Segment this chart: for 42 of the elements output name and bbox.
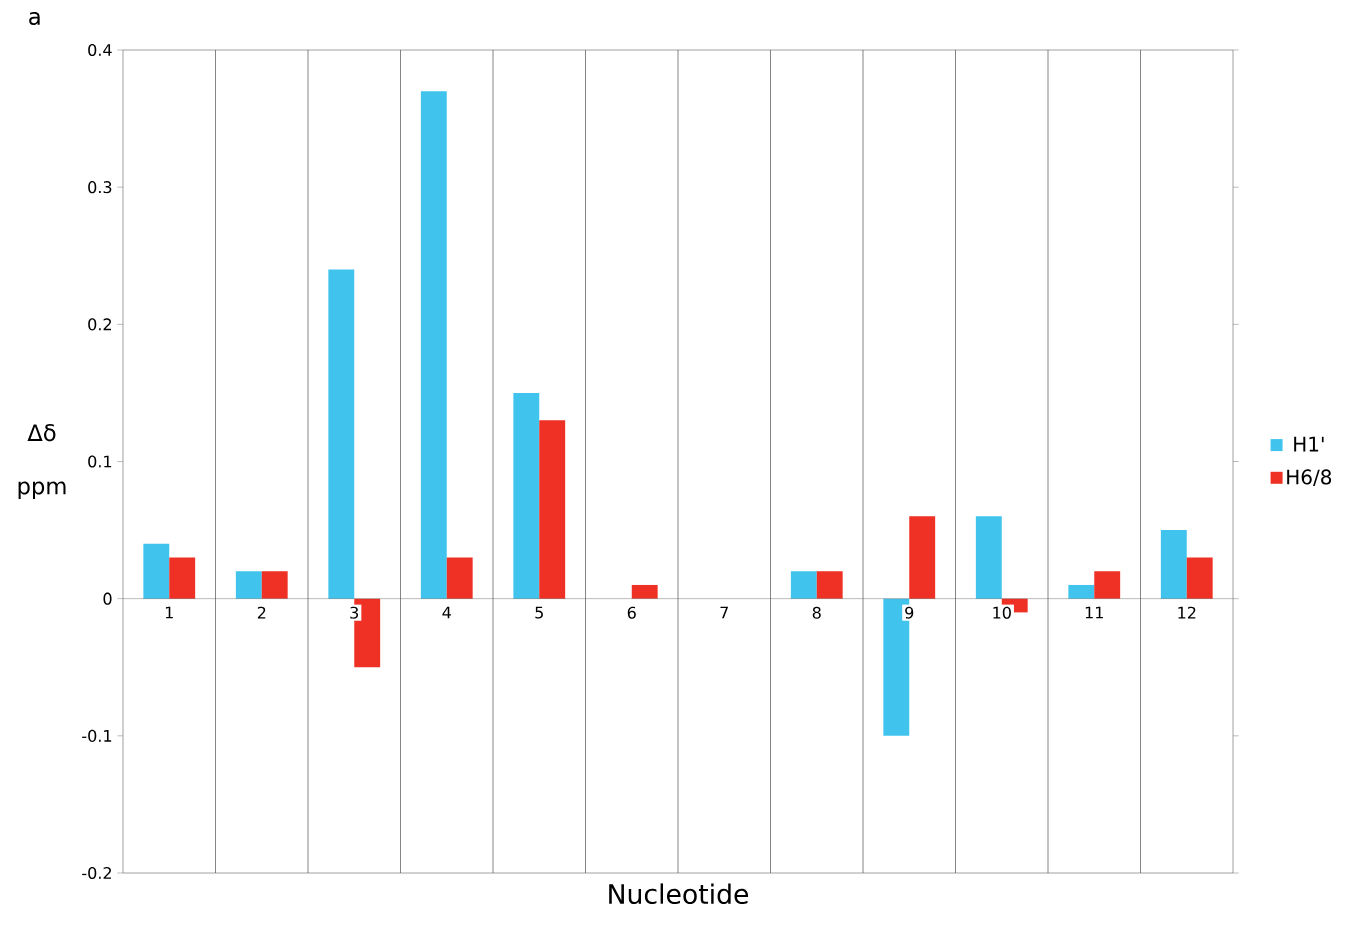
bar bbox=[513, 392, 540, 599]
x-tick-label: 5 bbox=[535, 606, 543, 619]
x-tick-label: 3 bbox=[350, 606, 359, 619]
x-axis-title: Nucleotide bbox=[609, 883, 749, 905]
x-tick-label: 1 bbox=[165, 606, 173, 619]
legend-label: H6/8 bbox=[1287, 469, 1332, 487]
bar bbox=[1068, 584, 1095, 599]
bar bbox=[235, 571, 262, 599]
bar bbox=[143, 543, 170, 599]
bar bbox=[169, 557, 196, 599]
x-tick-label: 10 bbox=[993, 606, 1011, 619]
bar bbox=[631, 584, 658, 599]
y-tick-label: 0 bbox=[103, 592, 112, 605]
y-tick-label: 0.3 bbox=[88, 181, 112, 194]
bar bbox=[328, 269, 355, 599]
x-tick-label: 9 bbox=[905, 606, 914, 619]
y-tick-label: 0.1 bbox=[88, 455, 112, 468]
y-tick-label: 0.4 bbox=[88, 43, 112, 57]
x-tick-label: 11 bbox=[1085, 606, 1103, 619]
text: Δδ ppm bbox=[18, 424, 66, 499]
x-tick-label: 4 bbox=[442, 606, 451, 619]
bar bbox=[1160, 530, 1187, 599]
bar bbox=[1186, 557, 1213, 599]
chart-title: a bbox=[29, 11, 40, 25]
bar bbox=[446, 557, 473, 599]
x-tick-label: 12 bbox=[1178, 606, 1196, 619]
bar bbox=[261, 571, 288, 599]
bar bbox=[420, 91, 447, 599]
bar bbox=[975, 516, 1002, 599]
bar bbox=[816, 571, 843, 599]
x-tick-label: 6 bbox=[627, 606, 636, 619]
bar bbox=[1094, 571, 1121, 599]
y-tick-label: 0.2 bbox=[88, 318, 111, 331]
y-tick-label: -0.1 bbox=[82, 729, 112, 742]
x-tick-label: 7 bbox=[720, 606, 728, 619]
legend-label: H1' bbox=[1294, 436, 1324, 452]
bar bbox=[790, 571, 817, 599]
x-tick-label: 8 bbox=[812, 606, 821, 619]
y-tick-label: -0.2 bbox=[82, 866, 111, 880]
bar bbox=[909, 516, 936, 599]
bar bbox=[539, 420, 566, 599]
x-tick-label: 2 bbox=[257, 606, 266, 619]
